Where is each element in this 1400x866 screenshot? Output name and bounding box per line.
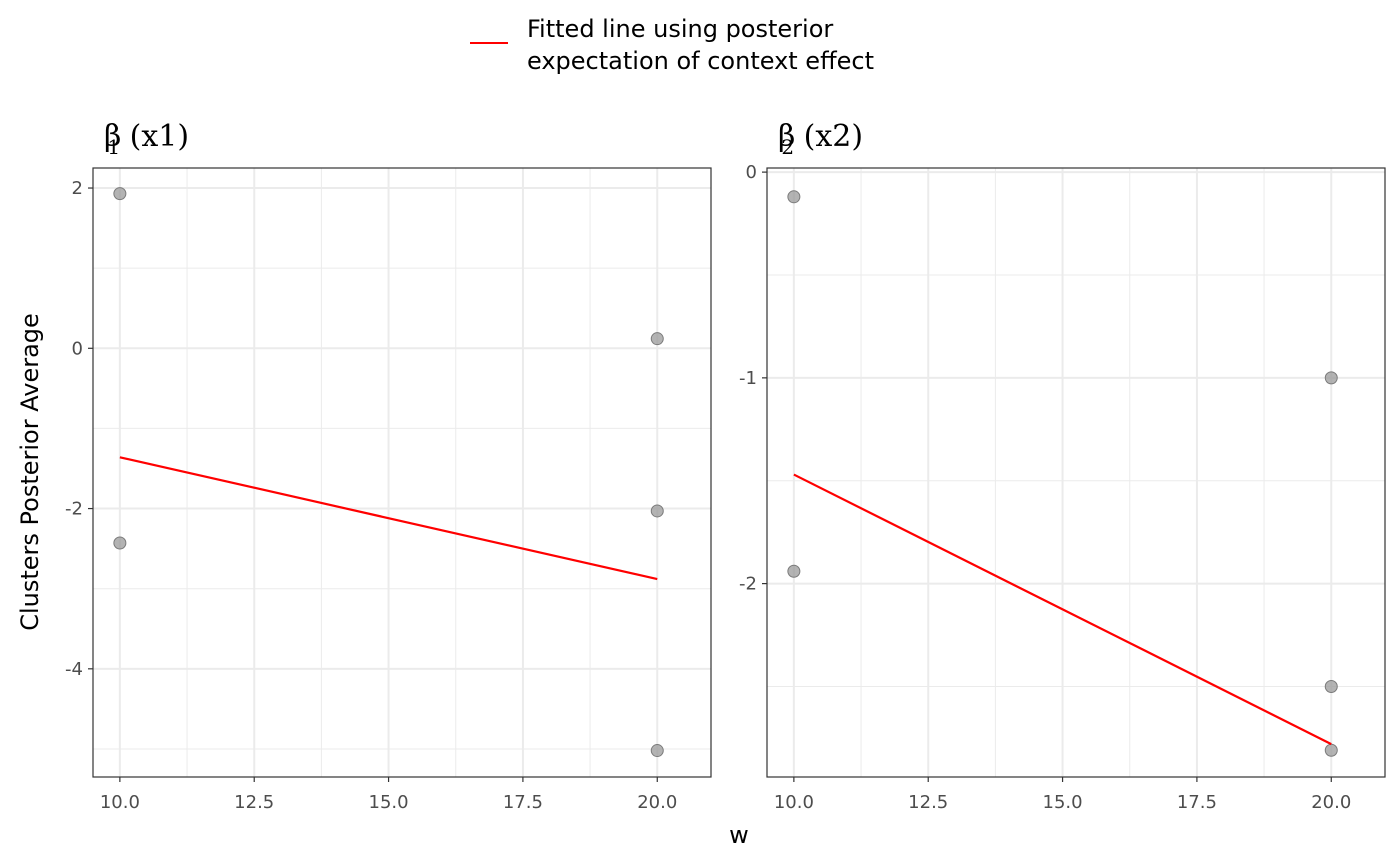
fitted-line [793, 473, 1332, 746]
y-tick-label: -4 [65, 659, 83, 680]
x-axis-title: w [729, 821, 749, 849]
data-point [650, 744, 664, 758]
panel-background [93, 168, 711, 777]
y-tick-label: 0 [72, 338, 83, 359]
y-tick-label: 2 [72, 178, 83, 199]
panel-title-beta2: β2 (x2) [778, 119, 863, 159]
panel-beta2: β2 (x2) 10.0 12.5 15.0 17.5 20.0 0 -1 -2 [739, 119, 1386, 813]
x-tick-label: 12.5 [908, 792, 948, 813]
y-axis-title: Clusters Posterior Average [16, 313, 44, 631]
x-tick-label: 17.5 [503, 792, 543, 813]
data-point [787, 190, 801, 204]
x-tick-label: 17.5 [1177, 792, 1217, 813]
panel-title-beta1: β1 (x1) [104, 119, 189, 159]
y-tick-label: -2 [739, 574, 757, 595]
panel-title-symbol: β [104, 119, 121, 154]
x-tick-label: 15.0 [1043, 792, 1083, 813]
legend: Fitted line using posterior expectation … [470, 15, 874, 75]
panel-title-rest: (x1) [120, 119, 189, 154]
data-point [650, 332, 664, 346]
panel-title-subscript: 1 [107, 135, 120, 159]
data-point [787, 564, 801, 578]
data-point [1324, 679, 1338, 693]
data-point [1324, 743, 1338, 757]
data-point [113, 187, 127, 201]
x-tick-label: 12.5 [234, 792, 274, 813]
x-tick-label: 20.0 [637, 792, 677, 813]
y-tick-label: 0 [746, 162, 757, 183]
data-point [113, 536, 127, 550]
panel-border [766, 167, 1386, 778]
x-tick-label: 15.0 [369, 792, 409, 813]
data-point [650, 504, 664, 518]
legend-label-line2: expectation of context effect [527, 47, 874, 75]
x-tick-label: 20.0 [1311, 792, 1351, 813]
fitted-line [119, 456, 658, 581]
panel-title-rest: (x2) [794, 119, 863, 154]
data-point [1324, 371, 1338, 385]
legend-label-line1: Fitted line using posterior [527, 15, 833, 43]
panel-beta1: β1 (x1) 10.0 12.5 15.0 17.5 20.0 2 0 -2 -4 [65, 119, 712, 813]
y-tick-label: -2 [65, 499, 83, 520]
panel-border [92, 167, 712, 778]
panel-background [767, 168, 1385, 777]
y-tick-label: -1 [739, 368, 757, 389]
panel-title-symbol: β [778, 119, 795, 154]
x-tick-label: 10.0 [100, 792, 140, 813]
x-tick-label: 10.0 [774, 792, 814, 813]
panel-title-subscript: 2 [781, 135, 794, 159]
